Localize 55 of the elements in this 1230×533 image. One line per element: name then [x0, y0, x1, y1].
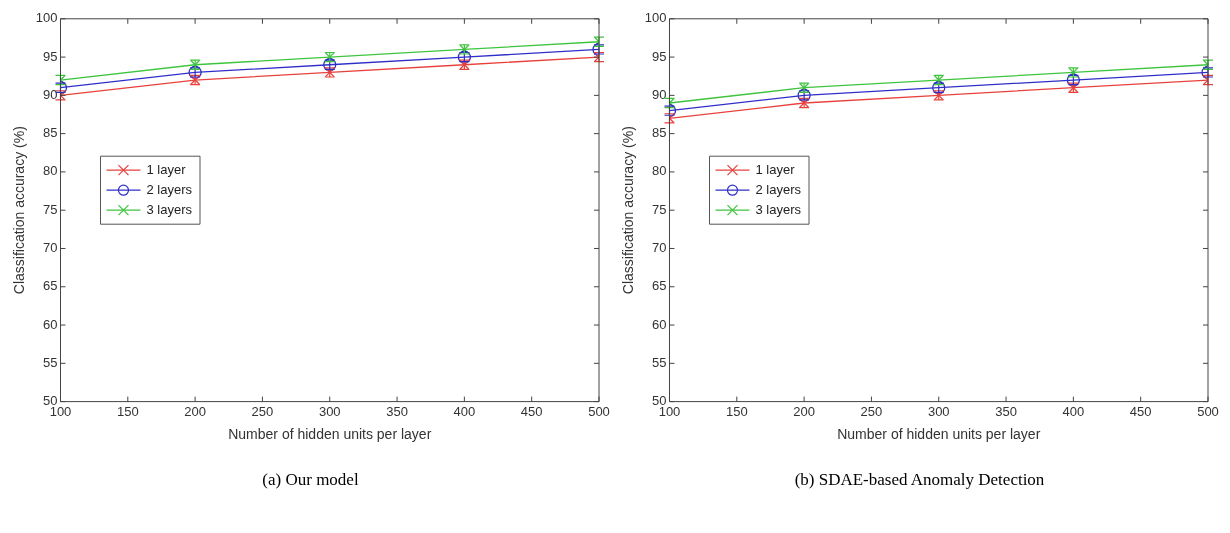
- x-tick-label: 300: [318, 403, 341, 419]
- y-tick-label: 70: [43, 240, 58, 256]
- x-tick-label: 150: [116, 403, 139, 419]
- y-tick-label: 65: [652, 278, 667, 294]
- text: (a) Our model: [261, 470, 360, 490]
- x-tick-label: 450: [520, 403, 543, 419]
- legend-label: 2 layers: [755, 181, 802, 197]
- x-tick-label: 300: [927, 403, 950, 419]
- y-tick-label: 55: [43, 354, 58, 370]
- point: [1202, 74, 1214, 86]
- x-tick-label: 250: [251, 403, 274, 419]
- x-tick-label: 200: [184, 403, 206, 419]
- y-axis-title: Classification accuracy (%): [620, 126, 637, 295]
- x-tick-label: 200: [793, 403, 815, 419]
- point: [663, 97, 676, 109]
- point: [663, 113, 676, 124]
- y-tick-label: 70: [652, 240, 667, 256]
- x-tick-label: 150: [725, 403, 748, 419]
- x-tick-label: 400: [1062, 403, 1085, 419]
- y-tick-label: 100: [644, 10, 667, 26]
- point: [54, 74, 67, 86]
- y-tick-label: 80: [652, 163, 667, 179]
- x-tick-label: 450: [1129, 403, 1152, 419]
- x-tick-label: 500: [1197, 403, 1219, 419]
- legend-label: 1 layer: [146, 161, 187, 177]
- y-axis-title: Classification accuracy (%): [11, 126, 28, 295]
- y-tick-label: 85: [43, 125, 58, 141]
- legend-label: 2 layers: [146, 181, 193, 197]
- y-tick-label: 80: [43, 163, 58, 179]
- y-tick-label: 100: [35, 10, 58, 26]
- x-tick-label: 350: [386, 403, 408, 419]
- x-tick-label: 500: [588, 403, 610, 419]
- y-tick-label: 90: [43, 86, 58, 102]
- x-tick-label: 250: [860, 403, 883, 419]
- legend-label: 3 layers: [146, 201, 193, 217]
- y-tick-label: 60: [652, 316, 667, 332]
- y-tick-label: 65: [43, 278, 58, 294]
- y-tick-label: 75: [652, 201, 667, 217]
- point: [1202, 59, 1214, 70]
- x-axis-title: Number of hidden units per layer: [228, 426, 432, 443]
- y-tick-label: 75: [43, 201, 58, 217]
- y-tick-label: 95: [43, 48, 58, 64]
- y-tick-label: 90: [652, 86, 667, 102]
- x-tick-label: 400: [453, 403, 476, 419]
- point: [593, 36, 605, 47]
- y-tick-label: 95: [652, 48, 667, 64]
- x-tick-label: 350: [995, 403, 1017, 419]
- x-axis-title: Number of hidden units per layer: [837, 426, 1041, 443]
- text: (b) SDAE-based Anomaly Detection: [793, 470, 1046, 490]
- y-tick-label: 55: [652, 354, 667, 370]
- y-tick-label: 85: [652, 125, 667, 141]
- point: [593, 51, 605, 63]
- legend-label: 3 layers: [755, 201, 802, 217]
- y-tick-label: 60: [43, 316, 58, 332]
- legend-label: 1 layer: [755, 161, 796, 177]
